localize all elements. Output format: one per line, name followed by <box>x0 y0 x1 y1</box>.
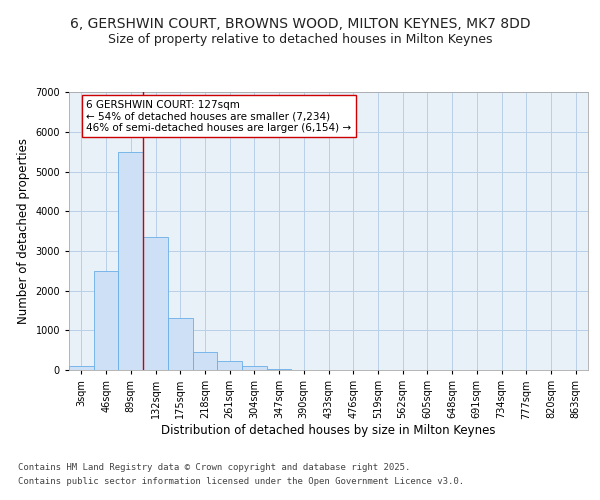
Text: 6 GERSHWIN COURT: 127sqm
← 54% of detached houses are smaller (7,234)
46% of sem: 6 GERSHWIN COURT: 127sqm ← 54% of detach… <box>86 100 352 133</box>
Bar <box>193 352 217 370</box>
Text: 6, GERSHWIN COURT, BROWNS WOOD, MILTON KEYNES, MK7 8DD: 6, GERSHWIN COURT, BROWNS WOOD, MILTON K… <box>70 18 530 32</box>
X-axis label: Distribution of detached houses by size in Milton Keynes: Distribution of detached houses by size … <box>161 424 496 437</box>
Text: Contains public sector information licensed under the Open Government Licence v3: Contains public sector information licen… <box>18 477 464 486</box>
Bar <box>143 237 168 370</box>
Text: Contains HM Land Registry data © Crown copyright and database right 2025.: Contains HM Land Registry data © Crown c… <box>18 464 410 472</box>
Bar <box>94 271 118 370</box>
Bar <box>267 369 292 370</box>
Bar <box>118 152 143 370</box>
Bar <box>242 366 267 370</box>
Bar <box>217 361 242 370</box>
Y-axis label: Number of detached properties: Number of detached properties <box>17 138 30 324</box>
Bar <box>168 318 193 370</box>
Text: Size of property relative to detached houses in Milton Keynes: Size of property relative to detached ho… <box>108 32 492 46</box>
Bar <box>69 366 94 370</box>
